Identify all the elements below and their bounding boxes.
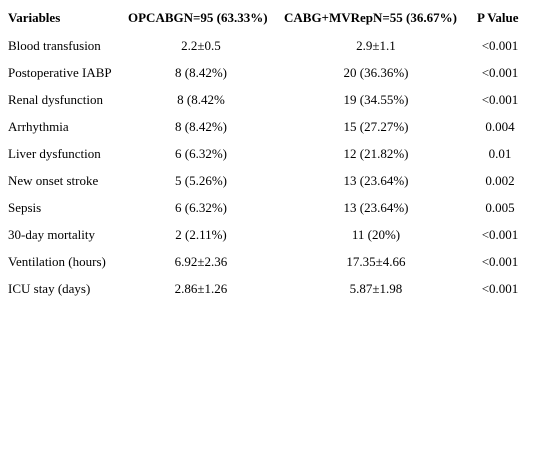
row-p-value: 0.004: [485, 119, 515, 134]
row-opcabg-value: 8 (8.42%): [175, 119, 227, 134]
header-p-value: P Value: [477, 10, 519, 25]
table-row: New onset stroke 5 (5.26%) 13 (23.64%) 0…: [0, 171, 533, 198]
table-row: Arrhythmia 8 (8.42%) 15 (27.27%) 0.004: [0, 117, 533, 144]
row-opcabg-value: 8 (8.42%): [175, 65, 227, 80]
row-variable: Liver dysfunction: [8, 146, 101, 161]
row-cabg-mvrep-value: 20 (36.36%): [343, 65, 409, 80]
row-variable: Sepsis: [8, 200, 42, 215]
outcomes-table: Variables OPCABGN=95 (63.33%) CABG+MVRep…: [0, 0, 533, 306]
row-p-value: <0.001: [481, 227, 519, 242]
row-opcabg-value: 6 (6.32%): [175, 200, 227, 215]
row-cabg-mvrep-value: 19 (34.55%): [343, 92, 409, 107]
row-cabg-mvrep-value: 15 (27.27%): [343, 119, 409, 134]
header-cabg-mvrep: CABG+MVRepN=55 (36.67%): [284, 10, 457, 25]
table-row: Renal dysfunction 8 (8.42% 19 (34.55%) <…: [0, 90, 533, 117]
row-variable: 30-day mortality: [8, 227, 96, 242]
row-opcabg-value: 2.2±0.5: [181, 38, 221, 53]
row-opcabg-value: 2 (2.11%): [175, 227, 227, 242]
row-p-value: <0.001: [481, 38, 519, 53]
row-p-value: 0.005: [485, 200, 515, 215]
table-row: Blood transfusion 2.2±0.5 2.9±1.1 <0.001: [0, 36, 533, 63]
table-row: Sepsis 6 (6.32%) 13 (23.64%) 0.005: [0, 198, 533, 225]
table-row: Postoperative IABP 8 (8.42%) 20 (36.36%)…: [0, 63, 533, 90]
row-variable: Arrhythmia: [8, 119, 69, 134]
row-opcabg-value: 5 (5.26%): [175, 173, 227, 188]
row-opcabg-value: 6 (6.32%): [175, 146, 227, 161]
row-cabg-mvrep-value: 17.35±4.66: [346, 254, 406, 269]
table-row: Ventilation (hours) 6.92±2.36 17.35±4.66…: [0, 252, 533, 279]
row-p-value: <0.001: [481, 65, 519, 80]
table-row: Liver dysfunction 6 (6.32%) 12 (21.82%) …: [0, 144, 533, 171]
row-opcabg-value: 2.86±1.26: [174, 281, 228, 296]
row-p-value: 0.002: [485, 173, 515, 188]
header-variables: Variables: [8, 10, 61, 25]
row-opcabg-value: 8 (8.42%: [177, 92, 225, 107]
row-p-value: 0.01: [488, 146, 512, 161]
row-cabg-mvrep-value: 5.87±1.98: [349, 281, 403, 296]
row-variable: Postoperative IABP: [8, 65, 112, 80]
row-variable: Renal dysfunction: [8, 92, 103, 107]
row-variable: Ventilation (hours): [8, 254, 106, 269]
row-cabg-mvrep-value: 2.9±1.1: [356, 38, 396, 53]
row-p-value: <0.001: [481, 281, 519, 296]
row-cabg-mvrep-value: 13 (23.64%): [343, 200, 409, 215]
row-cabg-mvrep-value: 13 (23.64%): [343, 173, 409, 188]
table-row: ICU stay (days) 2.86±1.26 5.87±1.98 <0.0…: [0, 279, 533, 306]
row-variable: Blood transfusion: [8, 38, 101, 53]
row-p-value: <0.001: [481, 254, 519, 269]
table-row: 30-day mortality 2 (2.11%) 11 (20%) <0.0…: [0, 225, 533, 252]
row-cabg-mvrep-value: 11 (20%): [351, 227, 401, 242]
row-p-value: <0.001: [481, 92, 519, 107]
row-variable: New onset stroke: [8, 173, 99, 188]
header-opcabg: OPCABGN=95 (63.33%): [128, 10, 268, 25]
row-opcabg-value: 6.92±2.36: [174, 254, 228, 269]
table-header-row: Variables OPCABGN=95 (63.33%) CABG+MVRep…: [0, 0, 533, 36]
row-variable: ICU stay (days): [8, 281, 91, 296]
row-cabg-mvrep-value: 12 (21.82%): [343, 146, 409, 161]
